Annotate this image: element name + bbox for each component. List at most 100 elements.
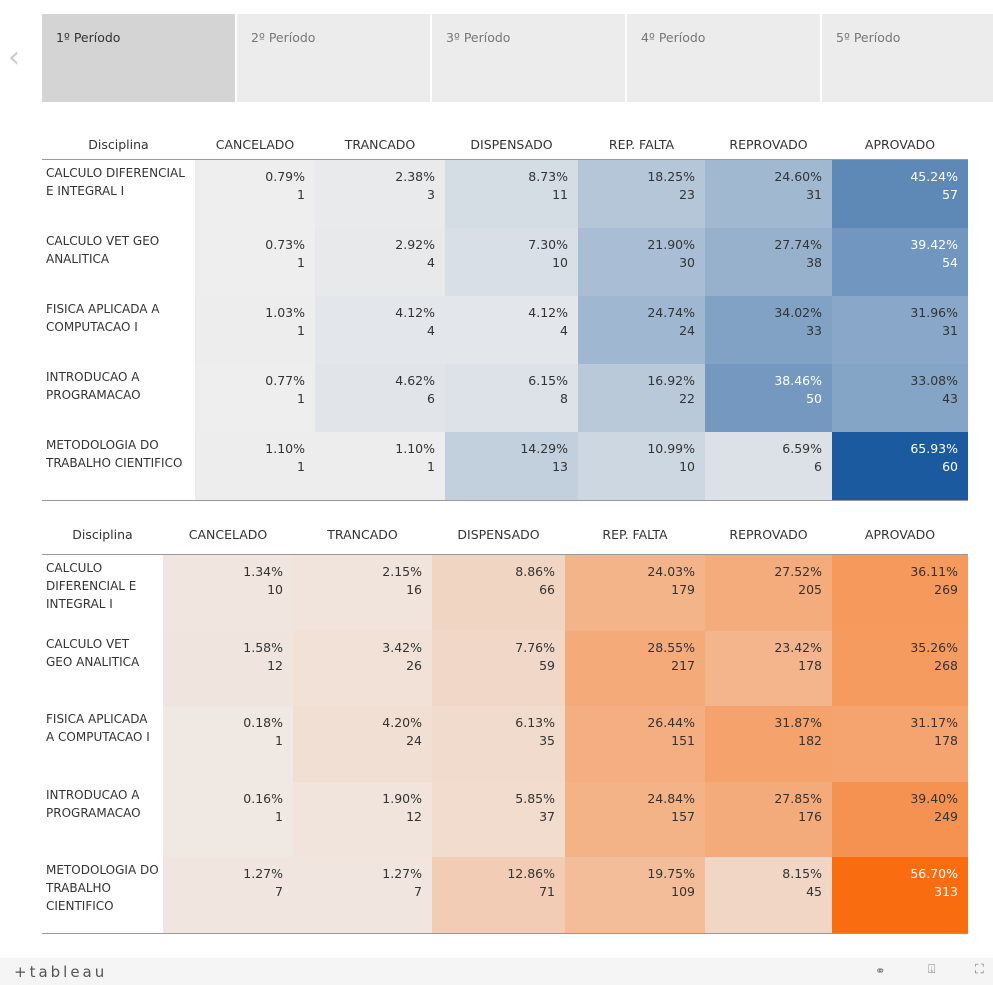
cell-percent: 4.62%	[395, 373, 435, 388]
cell-count: 178	[934, 733, 958, 748]
cell-percent: 0.73%	[265, 237, 305, 252]
cell-percent: 2.92%	[395, 237, 435, 252]
cell-count: 11	[552, 187, 568, 202]
column-header: DISPENSADO	[470, 137, 553, 152]
heat-cell: 1.03% 1	[195, 296, 315, 364]
table-bottom-rule	[42, 500, 968, 501]
cell-count: 71	[539, 884, 555, 899]
heat-cell: 39.42% 54	[832, 228, 968, 296]
heat-cell: 36.11% 269	[832, 555, 968, 631]
heat-cell: 45.24% 57	[832, 160, 968, 228]
cell-count: 269	[934, 582, 958, 597]
cell-percent: 24.74%	[647, 305, 695, 320]
cell-percent: 34.02%	[774, 305, 822, 320]
heat-cell: 26.44% 151	[565, 706, 705, 782]
cell-count: 60	[942, 459, 958, 474]
row-label: METODOLOGIA DO TRABALHO CIENTIFICO	[46, 438, 183, 470]
heat-cell: 2.15% 16	[293, 555, 432, 631]
heat-cell: 0.18% 1	[163, 706, 293, 782]
row-label: CALCULO DIFERENCIAL E INTEGRAL I	[46, 561, 137, 611]
heat-cell: 24.60% 31	[705, 160, 832, 228]
cell-percent: 12.86%	[507, 866, 555, 881]
row-label: CALCULO VET GEO ANALITICA	[46, 234, 160, 266]
cell-count: 313	[934, 884, 958, 899]
cell-count: 37	[539, 808, 555, 824]
heat-cell: 7.76% 59	[432, 630, 565, 706]
cell-percent: 31.96%	[910, 305, 958, 320]
cell-count: 26	[406, 657, 422, 673]
cell-percent: 27.52%	[774, 564, 822, 579]
cell-count: 23	[679, 187, 695, 202]
row-label: INTRODUCAO A PROGRAMACAO	[46, 787, 141, 820]
prev-arrow[interactable]: ‹	[8, 40, 20, 75]
heat-cell: 27.85% 176	[705, 781, 832, 857]
heat-cell: 1.10% 1	[315, 432, 445, 500]
cell-count: 205	[798, 582, 822, 597]
row-label: METODOLOGIA DO TRABALHO CIENTIFICO	[46, 863, 159, 913]
cell-count: 1	[297, 187, 305, 202]
cell-percent: 0.18%	[243, 715, 283, 730]
cell-percent: 56.70%	[910, 866, 958, 881]
column-header: CANCELADO	[188, 527, 268, 542]
heat-cell: 0.16% 1	[163, 781, 293, 857]
cell-count: 43	[942, 391, 958, 406]
heat-cell: 6.15% 8	[445, 364, 578, 432]
cell-percent: 28.55%	[647, 639, 695, 655]
period-tab[interactable]: 5º Período	[822, 14, 993, 102]
column-header: APROVADO	[864, 527, 936, 542]
heat-cell: 2.38% 3	[315, 160, 445, 228]
cell-percent: 6.59%	[782, 441, 822, 456]
heat-cell: 31.17% 178	[832, 706, 968, 782]
column-header: TRANCADO	[344, 137, 416, 152]
download-icon[interactable]: ⍗	[928, 961, 936, 976]
cell-percent: 65.93%	[910, 441, 958, 456]
cell-percent: 1.90%	[382, 790, 422, 806]
period-tab[interactable]: 3º Período	[432, 14, 627, 102]
cell-percent: 21.90%	[647, 237, 695, 252]
cell-count: 12	[267, 657, 283, 673]
cell-count: 109	[671, 884, 695, 899]
cell-count: 178	[798, 657, 822, 673]
period-tab[interactable]: 4º Período	[627, 14, 822, 102]
heat-cell: 10.99% 10	[578, 432, 705, 500]
cell-count: 10	[679, 459, 695, 474]
heat-cell: 27.74% 38	[705, 228, 832, 296]
cell-count: 179	[671, 582, 695, 597]
cell-percent: 1.34%	[243, 564, 283, 579]
period-tab[interactable]: 1º Período	[42, 14, 237, 102]
header-rule	[42, 554, 968, 555]
cell-percent: 14.29%	[520, 441, 568, 456]
cell-percent: 16.92%	[647, 373, 695, 388]
row-label: CALCULO DIFERENCIAL E INTEGRAL I	[46, 166, 185, 198]
cell-count: 10	[552, 255, 568, 270]
cell-count: 38	[806, 255, 822, 270]
cell-percent: 4.12%	[528, 305, 568, 320]
row-label: FISICA APLICADA A COMPUTACAO I	[46, 712, 150, 744]
cell-count: 1	[297, 391, 305, 406]
heat-cell: 24.74% 24	[578, 296, 705, 364]
tableau-logo[interactable]: +tableau	[14, 963, 108, 981]
cell-count: 4	[560, 323, 568, 338]
cell-count: 1	[427, 459, 435, 474]
cell-count: 7	[275, 884, 283, 899]
heat-cell: 1.27% 7	[293, 857, 432, 933]
cell-percent: 18.25%	[647, 169, 695, 184]
heat-cell: 24.03% 179	[565, 555, 705, 631]
period-tab[interactable]: 2º Período	[237, 14, 432, 102]
cell-percent: 1.10%	[395, 441, 435, 456]
share-icon[interactable]: ⚭	[875, 963, 886, 978]
cell-count: 7	[414, 884, 422, 899]
heat-cell: 3.42% 26	[293, 630, 432, 706]
fullscreen-icon[interactable]: ⛶	[975, 961, 984, 976]
heat-cell: 27.52% 205	[705, 555, 832, 631]
cell-count: 6	[814, 459, 822, 474]
cell-percent: 10.99%	[647, 441, 695, 456]
heat-cell: 18.25% 23	[578, 160, 705, 228]
heat-cell: 8.15% 45	[705, 857, 832, 933]
cell-count: 57	[942, 187, 958, 202]
cell-percent: 6.15%	[528, 373, 568, 388]
cell-count: 59	[539, 657, 555, 673]
cell-percent: 33.08%	[910, 373, 958, 388]
heat-cell: 21.90% 30	[578, 228, 705, 296]
